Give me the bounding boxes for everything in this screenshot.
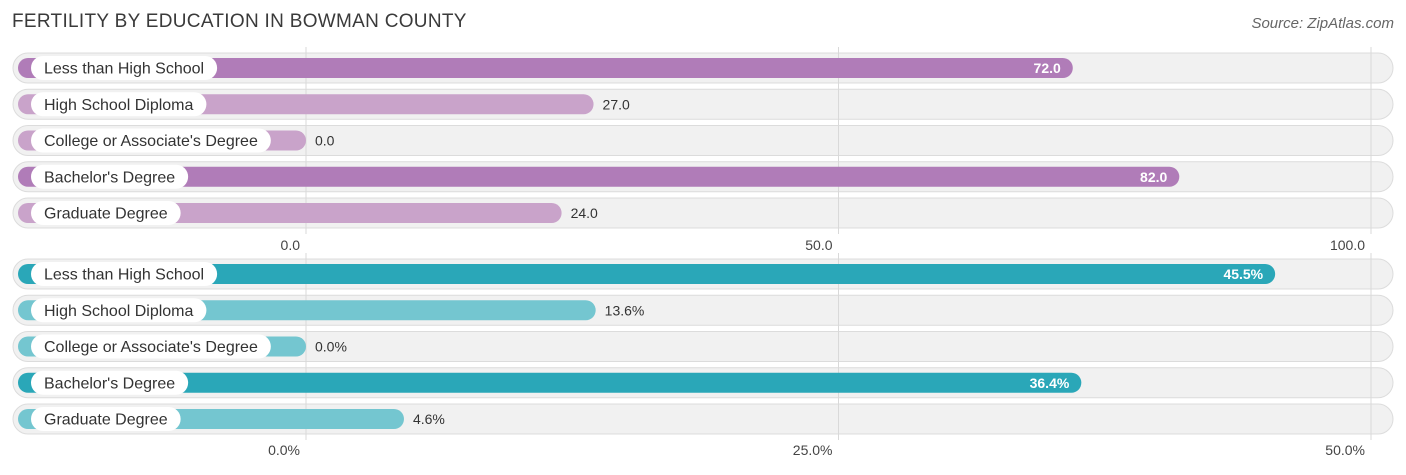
category-label: High School Diploma: [44, 303, 194, 320]
category-pill: [31, 128, 271, 153]
value-label: 27.0: [603, 96, 630, 112]
category-label: College or Associate's Degree: [44, 133, 258, 150]
tick-label: 50.0%: [1325, 442, 1365, 458]
category-label: Less than High School: [44, 61, 204, 78]
bar: [18, 372, 1082, 393]
value-label: 0.0%: [315, 339, 347, 355]
value-label: 0.0: [315, 133, 335, 149]
value-label: 13.6%: [605, 302, 645, 318]
value-label: 82.0: [1140, 169, 1167, 185]
category-label: High School Diploma: [44, 97, 194, 114]
value-label: 45.5%: [1223, 266, 1263, 282]
value-label: 36.4%: [1030, 375, 1070, 391]
category-label: Bachelor's Degree: [44, 375, 175, 392]
category-pill: [31, 334, 271, 359]
source-label: Source: ZipAtlas.com: [1251, 15, 1394, 32]
row-background: [12, 331, 1394, 362]
category-label: Less than High School: [44, 267, 204, 284]
category-pill: [31, 407, 181, 431]
value-label: 4.6%: [413, 411, 445, 427]
tick-label: 0.0: [281, 237, 301, 253]
tick-label: 50.0: [805, 237, 832, 253]
tick-label: 25.0%: [793, 442, 833, 458]
category-label: Graduate Degree: [44, 206, 168, 223]
bar: [18, 58, 1073, 78]
value-label: 72.0: [1034, 60, 1061, 76]
bar: [18, 166, 1180, 187]
category-pill: [31, 56, 218, 80]
category-pill: [31, 92, 207, 117]
chart-title: FERTILITY BY EDUCATION IN BOWMAN COUNTY: [12, 11, 467, 32]
tick-label: 0.0%: [268, 442, 300, 458]
category-pill: [31, 370, 189, 395]
category-pill: [31, 201, 181, 225]
category-label: Graduate Degree: [44, 412, 168, 429]
tick-label: 100.0: [1330, 237, 1365, 253]
category-pill: [31, 164, 189, 189]
category-pill: [31, 298, 207, 323]
bar: [18, 264, 1276, 284]
row-background: [12, 125, 1394, 156]
value-label: 24.0: [571, 205, 598, 221]
category-label: College or Associate's Degree: [44, 339, 258, 356]
category-label: Bachelor's Degree: [44, 169, 175, 186]
category-pill: [31, 262, 218, 286]
